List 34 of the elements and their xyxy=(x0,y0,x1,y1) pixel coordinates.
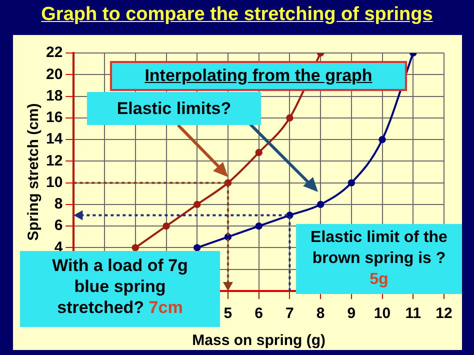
point xyxy=(348,179,356,186)
y-tick-label: 22 xyxy=(46,44,63,62)
point xyxy=(378,136,386,144)
y-tick-label: 8 xyxy=(54,196,63,213)
y-tick-label: 20 xyxy=(46,66,63,83)
y-tick-label: 18 xyxy=(46,87,63,104)
x-tick-label: 11 xyxy=(405,305,422,322)
chart-title: Graph to compare the stretching of springs xyxy=(40,4,434,26)
text-box: Elastic limits? xyxy=(87,92,261,125)
point xyxy=(255,222,262,230)
point xyxy=(286,114,294,122)
point xyxy=(132,244,140,252)
point xyxy=(255,148,262,156)
text-box: Elastic limit of the brown spring is ? 5g xyxy=(296,224,462,294)
x-tick-label: 7 xyxy=(286,305,294,322)
point xyxy=(316,200,324,208)
x-axis-title: Mass on spring (g) xyxy=(192,332,326,350)
y-axis-title: Spring stretch (cm) xyxy=(25,103,42,241)
point xyxy=(194,244,201,252)
y-tick-label: 16 xyxy=(46,109,63,126)
x-tick-label: 8 xyxy=(316,305,325,322)
text-box: Interpolating from the graph xyxy=(110,61,407,91)
y-tick-label: 14 xyxy=(46,130,64,148)
x-tick-label: 10 xyxy=(374,305,391,322)
x-tick-label: 12 xyxy=(436,305,452,322)
y-tick-label: 10 xyxy=(46,174,63,191)
point xyxy=(194,200,201,208)
y-tick-label: 6 xyxy=(54,217,63,234)
text-box: With a load of 7g blue spring stretched? 7cm xyxy=(20,251,220,327)
x-tick-label: 6 xyxy=(254,305,264,322)
x-tick-label: 9 xyxy=(347,305,356,322)
point xyxy=(162,222,170,230)
x-tick-label: 5 xyxy=(224,305,232,322)
y-tick-label: 12 xyxy=(46,152,63,170)
